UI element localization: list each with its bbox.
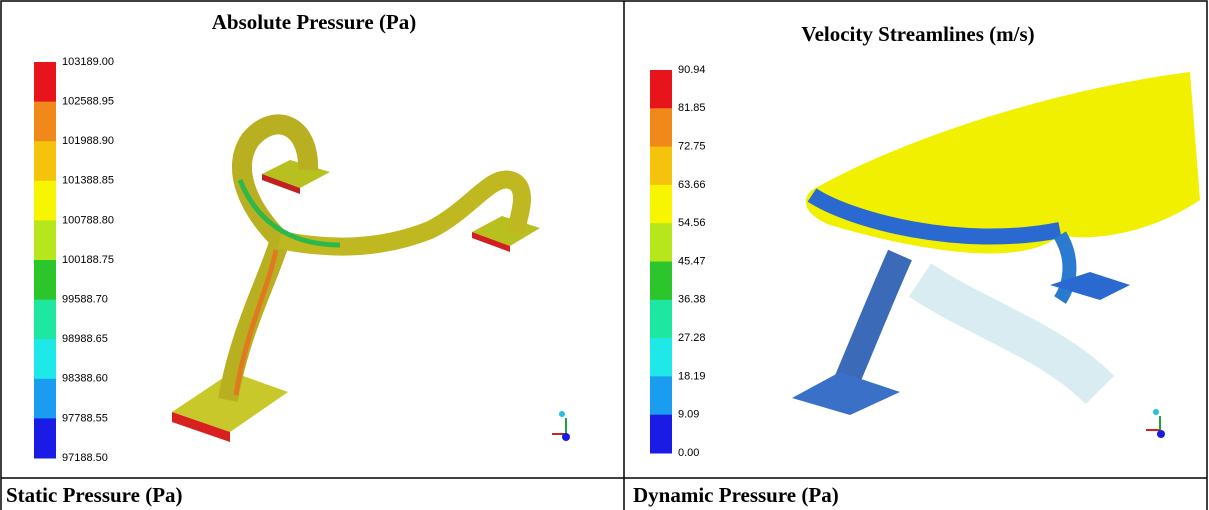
scale-label: 18.19 <box>678 370 706 382</box>
color-band <box>650 185 672 224</box>
color-band <box>34 260 56 300</box>
scale-label: 9.09 <box>678 409 699 421</box>
color-band <box>34 418 56 458</box>
scale-label: 103189.00 <box>62 56 114 68</box>
scale-label: 27.28 <box>678 332 706 344</box>
scale-label: 0.00 <box>678 447 699 459</box>
scale-label: 99588.70 <box>62 294 108 306</box>
scale-label: 100188.75 <box>62 254 114 266</box>
color-band <box>34 141 56 181</box>
scale-label: 54.56 <box>678 217 706 229</box>
scale-label: 100788.80 <box>62 214 114 226</box>
scale-label: 98988.65 <box>62 333 108 345</box>
scale-label: 72.75 <box>678 141 706 153</box>
color-band <box>650 262 672 301</box>
pressure-render <box>172 124 540 442</box>
scale-label: 90.94 <box>678 64 706 76</box>
color-band <box>34 220 56 260</box>
scale-label: 102588.95 <box>62 96 114 108</box>
color-band <box>650 147 672 186</box>
color-band <box>34 379 56 419</box>
figure: Absolute Pressure (Pa) Velocity Streamli… <box>0 0 1209 510</box>
scale-label: 101988.90 <box>62 135 114 147</box>
color-band <box>650 223 672 262</box>
scale-label: 97188.50 <box>62 452 108 464</box>
table-border <box>1 1 1207 510</box>
row-label: Dynamic Pressure (Pa) <box>633 483 839 507</box>
color-band <box>650 338 672 377</box>
scale-label: 101388.85 <box>62 175 114 187</box>
scale-label: 36.38 <box>678 294 706 306</box>
color-band <box>34 102 56 142</box>
scale-label: 98388.60 <box>62 373 108 385</box>
panel-title: Absolute Pressure (Pa) <box>212 10 417 34</box>
axis-triad <box>552 409 1165 441</box>
panel-title: Velocity Streamlines (m/s) <box>801 22 1034 46</box>
color-band <box>650 300 672 339</box>
color-band <box>650 108 672 147</box>
streamline-render <box>792 72 1200 415</box>
scale-label: 97788.55 <box>62 412 108 424</box>
color-band <box>34 62 56 102</box>
color-band <box>650 376 672 415</box>
color-band <box>34 181 56 221</box>
scale-label: 45.47 <box>678 255 706 267</box>
row-label: Static Pressure (Pa) <box>6 483 183 507</box>
scale-label: 63.66 <box>678 179 706 191</box>
scale-label: 81.85 <box>678 102 706 114</box>
color-band <box>34 300 56 340</box>
color-band <box>650 70 672 109</box>
color-band <box>650 415 672 454</box>
color-band <box>34 339 56 379</box>
